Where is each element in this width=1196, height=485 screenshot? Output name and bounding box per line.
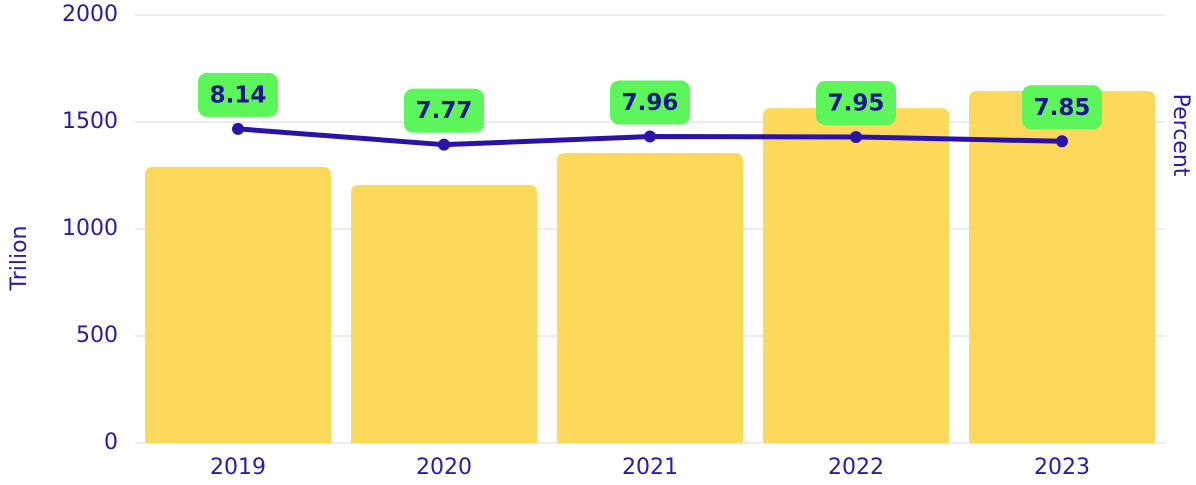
line-point [850, 130, 862, 143]
bar [351, 184, 537, 443]
data-label-badge [610, 80, 690, 125]
data-label-badge [1022, 85, 1102, 130]
data-label-badge [816, 80, 896, 125]
data-label: 7.77 [416, 98, 473, 124]
y2-axis-title: Percent [1168, 94, 1193, 177]
x-tick-label: 2022 [828, 455, 884, 480]
bar [145, 166, 331, 443]
data-label: 7.96 [622, 90, 679, 116]
data-label-badge [404, 88, 484, 133]
line-point [1056, 135, 1068, 148]
y-tick-label: 500 [76, 323, 118, 348]
y-tick-label: 1000 [62, 216, 118, 241]
line-point [438, 138, 450, 151]
line-point [232, 122, 244, 135]
x-tick-label: 2020 [416, 455, 472, 480]
bar [763, 108, 949, 443]
x-tick-label: 2023 [1034, 455, 1090, 480]
bar [557, 153, 743, 443]
x-tick-label: 2019 [210, 455, 266, 480]
data-label: 7.95 [828, 90, 885, 116]
y-axis-title: Trilion [7, 226, 32, 292]
y-tick-label: 1500 [62, 109, 118, 134]
y-tick-label: 0 [104, 430, 118, 455]
data-label: 8.14 [210, 82, 267, 108]
line-point [644, 130, 656, 143]
data-label-badge [198, 72, 278, 117]
y-tick-label: 2000 [62, 2, 118, 27]
x-tick-label: 2021 [622, 455, 678, 480]
bar [969, 90, 1155, 443]
data-label: 7.85 [1034, 95, 1091, 121]
